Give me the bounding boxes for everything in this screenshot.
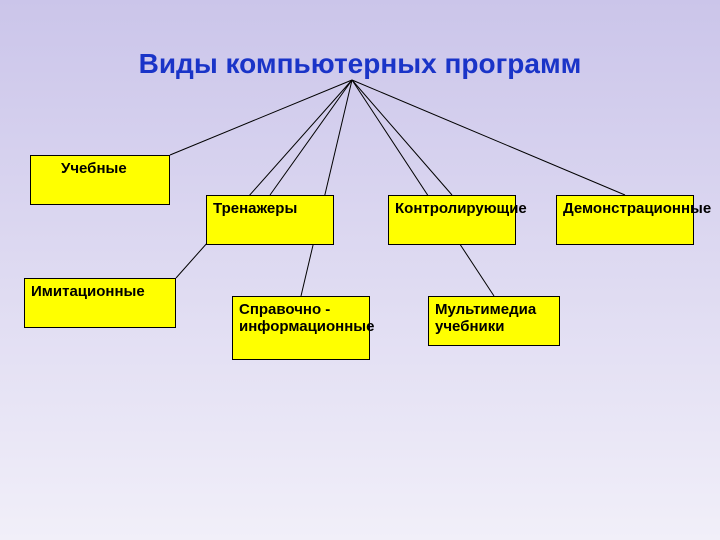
edge-to-kontrol — [352, 80, 452, 195]
node-demo: Демонстрационные — [556, 195, 694, 245]
diagram-title: Виды компьютерных программ — [0, 48, 720, 80]
edge-to-multimedia — [352, 80, 494, 296]
node-label: Справочно - информационные — [239, 301, 374, 335]
node-label: Учебные — [61, 160, 127, 177]
edges-layer — [0, 0, 720, 540]
node-label: Тренажеры — [213, 200, 297, 217]
edge-to-imitatsionnye — [176, 80, 352, 278]
edge-to-spravochno — [301, 80, 352, 296]
node-uchebnye: Учебные — [30, 155, 170, 205]
node-spravochno: Справочно - информационные — [232, 296, 370, 360]
edge-to-demo — [352, 80, 625, 195]
node-label: Демонстрационные — [563, 200, 711, 217]
node-multimedia: Мультимедиа учебники — [428, 296, 560, 346]
node-trenazhery: Тренажеры — [206, 195, 334, 245]
edge-to-uchebnye — [170, 80, 352, 155]
node-label: Имитационные — [31, 283, 145, 300]
node-kontrol: Контролирующие — [388, 195, 516, 245]
diagram-stage: Виды компьютерных программ Учебные Тренаж… — [0, 0, 720, 540]
node-imitatsionnye: Имитационные — [24, 278, 176, 328]
node-label: Мультимедиа учебники — [435, 301, 536, 335]
node-label: Контролирующие — [395, 200, 527, 217]
edge-to-trenazhery — [270, 80, 352, 195]
